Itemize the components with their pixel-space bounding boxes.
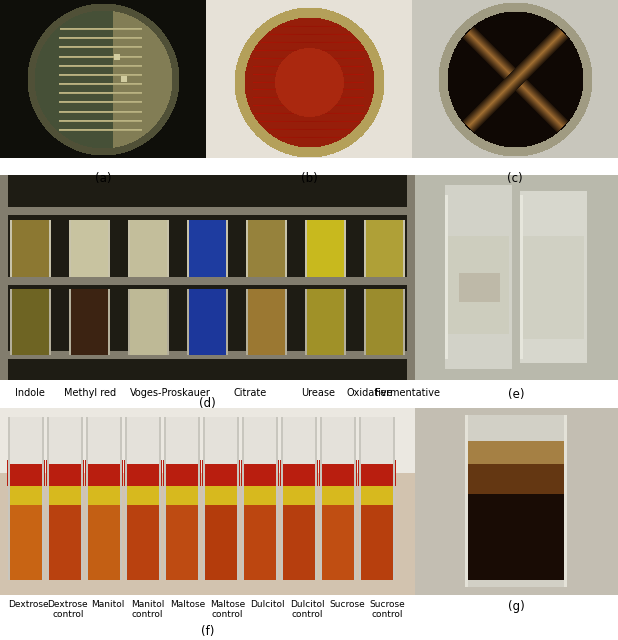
Text: (b): (b) <box>300 172 318 185</box>
Text: Manitol: Manitol <box>91 600 124 609</box>
Text: Dextrose
control: Dextrose control <box>48 600 88 620</box>
Text: (g): (g) <box>508 600 525 613</box>
Text: Sucrose: Sucrose <box>329 600 365 609</box>
Text: Maltose
control: Maltose control <box>210 600 245 620</box>
Text: (f): (f) <box>201 625 214 638</box>
Text: (d): (d) <box>199 397 216 410</box>
Text: (c): (c) <box>507 172 523 185</box>
Text: Urease: Urease <box>301 388 335 398</box>
Text: (a): (a) <box>95 172 111 185</box>
Text: Methyl red: Methyl red <box>64 388 116 398</box>
Text: Dulcitol
control: Dulcitol control <box>290 600 324 620</box>
Text: Oxidative: Oxidative <box>347 388 393 398</box>
Text: Sucrose
control: Sucrose control <box>369 600 405 620</box>
Text: Dextrose: Dextrose <box>7 600 48 609</box>
Text: Citrate: Citrate <box>234 388 266 398</box>
Text: Voges-Proskauer: Voges-Proskauer <box>130 388 211 398</box>
Text: Dulcitol: Dulcitol <box>250 600 285 609</box>
Text: Manitol
control: Manitol control <box>131 600 164 620</box>
Text: Indole: Indole <box>15 388 45 398</box>
Text: Fermentative: Fermentative <box>376 388 441 398</box>
Text: (e): (e) <box>508 388 525 401</box>
Text: Maltose: Maltose <box>170 600 205 609</box>
